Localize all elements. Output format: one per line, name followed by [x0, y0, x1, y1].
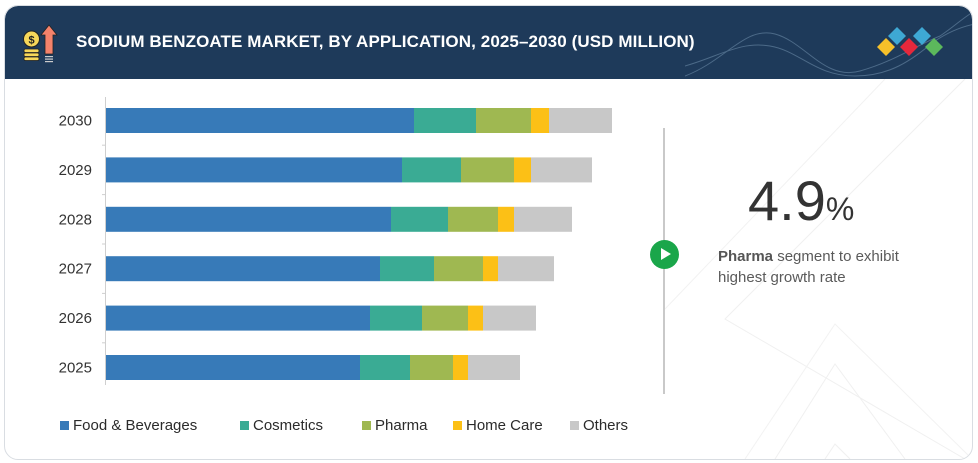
- legend-swatch: [362, 421, 371, 430]
- growth-stat: 4.9%: [748, 168, 854, 233]
- money-growth-icon: $: [23, 24, 58, 63]
- bar-segment-food-beverages-2027: [106, 256, 380, 282]
- bar-segment-food-beverages-2026: [106, 305, 370, 331]
- bar-segment-others-2026: [483, 305, 536, 331]
- growth-value: 4.9: [748, 169, 826, 232]
- legend-item: Pharma: [362, 417, 428, 434]
- bar-segment-food-beverages-2028: [106, 206, 391, 232]
- legend-item: Cosmetics: [240, 417, 323, 434]
- bar-segment-home-care-2025: [453, 355, 468, 380]
- growth-text: segment to exhibit highest growth rate: [718, 248, 899, 286]
- bar-segment-pharma-2025: [410, 355, 453, 380]
- bar-segment-home-care-2026: [468, 305, 483, 331]
- legend-item: Home Care: [453, 417, 543, 434]
- bar-segment-cosmetics-2029: [402, 157, 461, 183]
- bar-segment-cosmetics-2027: [380, 256, 434, 282]
- bar-segment-cosmetics-2025: [360, 355, 410, 380]
- bar-segment-cosmetics-2028: [391, 206, 448, 232]
- bar-segment-others-2030: [549, 108, 612, 133]
- bar-segment-food-beverages-2029: [106, 157, 402, 183]
- play-icon[interactable]: [650, 240, 679, 269]
- header-bar: $ SODIUM BENZOATE MARKET, BY APPLICATION…: [5, 6, 972, 79]
- bar-segment-others-2029: [531, 157, 592, 183]
- legend-label: Food & Beverages: [73, 417, 198, 434]
- growth-description: Pharma segment to exhibit highest growth…: [718, 246, 938, 288]
- legend-label: Others: [583, 417, 629, 434]
- chart-title: SODIUM BENZOATE MARKET, BY APPLICATION, …: [76, 32, 695, 51]
- bar-segment-home-care-2030: [531, 108, 549, 133]
- legend-item: Others: [570, 417, 628, 434]
- highlight-segment: Pharma: [718, 248, 774, 265]
- legend-label: Home Care: [466, 417, 543, 434]
- brand-diamonds-logo: [877, 27, 943, 56]
- y-tick-label: 2027: [59, 261, 92, 278]
- bar-segment-food-beverages-2030: [106, 108, 414, 133]
- legend-swatch: [453, 421, 462, 430]
- y-tick-label: 2030: [59, 113, 92, 130]
- legend-label: Pharma: [375, 417, 428, 434]
- chart-card: $ SODIUM BENZOATE MARKET, BY APPLICATION…: [4, 5, 973, 460]
- legend-item: Food & Beverages: [60, 417, 197, 434]
- legend-swatch: [240, 421, 249, 430]
- bar-segment-pharma-2026: [422, 305, 468, 331]
- bar-segment-pharma-2028: [448, 206, 498, 232]
- growth-unit: %: [825, 191, 855, 227]
- bar-segment-pharma-2030: [476, 108, 531, 133]
- bar-segment-others-2028: [514, 206, 572, 232]
- bar-segment-home-care-2027: [483, 256, 498, 282]
- svg-text:$: $: [28, 35, 34, 47]
- decorative-waves: [685, 12, 972, 77]
- bar-segment-pharma-2027: [434, 256, 483, 282]
- y-tick-label: 2026: [59, 310, 92, 327]
- bar-segment-home-care-2029: [514, 157, 531, 183]
- y-tick-label: 2028: [59, 211, 92, 228]
- bar-segment-food-beverages-2025: [106, 355, 360, 380]
- bar-segment-cosmetics-2030: [414, 108, 476, 133]
- legend-label: Cosmetics: [253, 417, 324, 434]
- bar-segment-pharma-2029: [461, 157, 514, 183]
- bar-segment-home-care-2028: [498, 206, 514, 232]
- bar-segment-others-2025: [468, 355, 520, 380]
- legend-swatch: [60, 421, 69, 430]
- bar-segment-others-2027: [498, 256, 554, 282]
- y-tick-label: 2029: [59, 162, 92, 179]
- legend-swatch: [570, 421, 579, 430]
- bar-segment-cosmetics-2026: [370, 305, 422, 331]
- y-tick-label: 2025: [59, 360, 92, 377]
